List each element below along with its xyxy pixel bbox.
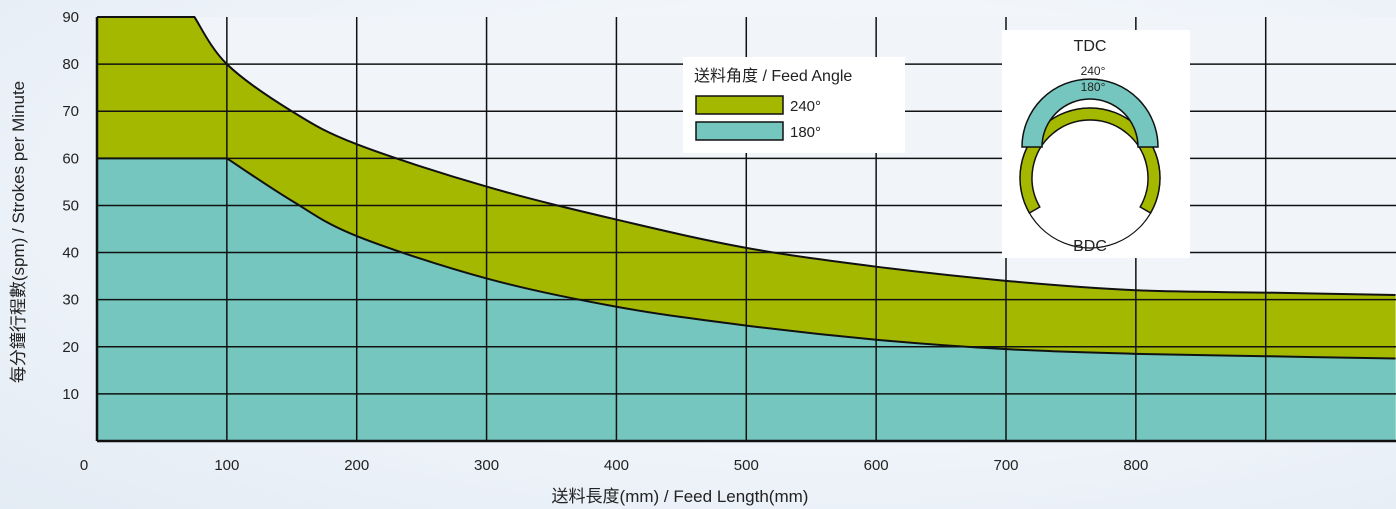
legend-label-240: 240° xyxy=(790,98,821,115)
y-tick-80: 80 xyxy=(62,56,79,73)
axes-layer xyxy=(95,17,1396,443)
area-series-1 xyxy=(97,158,1396,442)
y-tick-10: 10 xyxy=(62,386,79,403)
legend-label-180: 180° xyxy=(790,124,821,141)
tdc-label: TDC xyxy=(1074,38,1107,55)
x-tick-800: 800 xyxy=(1123,457,1148,474)
arc-180-band xyxy=(1021,78,1159,148)
legend-title: 送料角度 / Feed Angle xyxy=(694,67,852,85)
y-tick-30: 30 xyxy=(62,292,79,309)
y-tick-60: 60 xyxy=(62,150,79,167)
legend-swatch-180 xyxy=(695,121,784,141)
y-tick-70: 70 xyxy=(62,103,79,120)
y-tick-90: 90 xyxy=(62,9,79,26)
y-axis-title: 每分鐘行程數(spm) / Strokes per Minute xyxy=(9,81,28,383)
x-tick-100: 100 xyxy=(214,457,239,474)
curve-series-1 xyxy=(97,157,1396,360)
x-tick-700: 700 xyxy=(993,457,1018,474)
legend: 送料角度 / Feed Angle 240° 180° xyxy=(683,57,905,153)
y-tick-40: 40 xyxy=(62,245,79,262)
arc-180-label: 180° xyxy=(1081,80,1106,94)
x-axis-title: 送料長度(mm) / Feed Length(mm) xyxy=(552,487,809,506)
x-tick-400: 400 xyxy=(604,457,629,474)
x-tick-0: 0 xyxy=(80,457,88,474)
arc-240-label: 240° xyxy=(1081,64,1106,78)
x-tick-labels: 0 100 200 300 400 500 600 700 800 xyxy=(80,457,1149,474)
x-tick-600: 600 xyxy=(864,457,889,474)
x-tick-300: 300 xyxy=(474,457,499,474)
curve-layer xyxy=(97,16,1396,360)
y-tick-50: 50 xyxy=(62,197,79,214)
bdc-label: BDC xyxy=(1073,238,1107,255)
curve-series-0 xyxy=(97,16,1396,296)
stroke-angle-diagram: TDC BDC 240° 180° xyxy=(1002,30,1190,258)
x-tick-200: 200 xyxy=(344,457,369,474)
legend-swatch-240 xyxy=(695,95,784,115)
y-tick-20: 20 xyxy=(62,339,79,356)
area-series-layer xyxy=(97,17,1396,442)
y-tick-labels: 10 20 30 40 50 60 70 80 90 xyxy=(62,9,79,403)
x-tick-500: 500 xyxy=(734,457,759,474)
